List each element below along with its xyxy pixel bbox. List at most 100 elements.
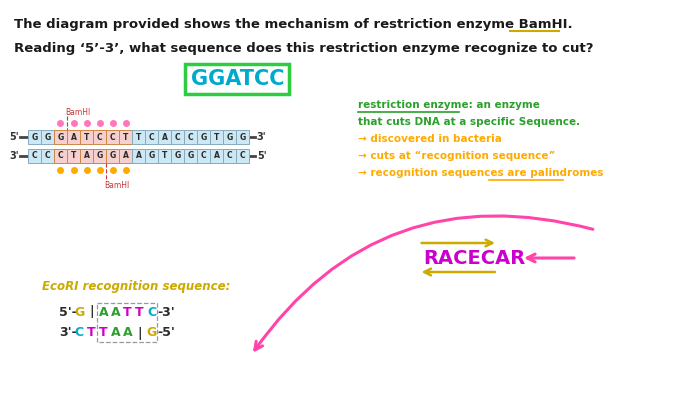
Text: Reading ‘5’-3’, what sequence does this restriction enzyme recognize to cut?: Reading ‘5’-3’, what sequence does this … [14, 42, 594, 55]
Text: A: A [71, 132, 76, 141]
FancyBboxPatch shape [184, 149, 197, 163]
Text: C: C [74, 327, 84, 340]
Text: C: C [175, 132, 181, 141]
FancyArrowPatch shape [527, 254, 574, 262]
Text: A: A [111, 305, 120, 318]
Text: A: A [214, 151, 220, 160]
Text: C: C [240, 151, 246, 160]
FancyBboxPatch shape [132, 149, 145, 163]
FancyBboxPatch shape [80, 149, 93, 163]
Text: A: A [83, 151, 90, 160]
Text: T: T [87, 327, 95, 340]
Text: EcoRI recognition sequence:: EcoRI recognition sequence: [42, 280, 230, 293]
Text: |: | [89, 305, 94, 318]
FancyBboxPatch shape [184, 130, 197, 144]
Text: T: T [135, 305, 144, 318]
FancyBboxPatch shape [106, 149, 119, 163]
Text: G: G [57, 132, 64, 141]
FancyBboxPatch shape [223, 149, 237, 163]
Text: T: T [123, 132, 128, 141]
Text: C: C [201, 151, 206, 160]
FancyBboxPatch shape [54, 130, 67, 144]
Text: G: G [188, 151, 194, 160]
FancyBboxPatch shape [223, 130, 237, 144]
Text: G: G [239, 132, 246, 141]
FancyBboxPatch shape [158, 149, 172, 163]
FancyBboxPatch shape [210, 130, 223, 144]
Text: G: G [44, 132, 50, 141]
FancyBboxPatch shape [145, 149, 158, 163]
Text: C: C [149, 132, 155, 141]
Text: G: G [227, 132, 233, 141]
FancyBboxPatch shape [186, 64, 289, 94]
Text: G: G [148, 151, 155, 160]
FancyBboxPatch shape [210, 149, 223, 163]
Text: G: G [201, 132, 207, 141]
Text: T: T [123, 305, 132, 318]
Text: A: A [122, 151, 129, 160]
Text: 3': 3' [9, 151, 19, 161]
FancyBboxPatch shape [67, 149, 80, 163]
Text: C: C [227, 151, 232, 160]
Text: G: G [32, 132, 38, 141]
Text: C: C [57, 151, 63, 160]
FancyBboxPatch shape [145, 130, 158, 144]
FancyBboxPatch shape [197, 130, 210, 144]
Text: T: T [71, 151, 76, 160]
FancyBboxPatch shape [119, 130, 132, 144]
Text: → recognition sequences are palindromes: → recognition sequences are palindromes [358, 168, 604, 178]
Text: C: C [110, 132, 116, 141]
FancyBboxPatch shape [172, 149, 184, 163]
FancyBboxPatch shape [41, 130, 54, 144]
Text: → cuts at “recognition sequence”: → cuts at “recognition sequence” [358, 151, 556, 161]
Text: 5'-: 5'- [60, 305, 77, 318]
Text: 5': 5' [257, 151, 267, 161]
Text: The diagram provided shows the mechanism of restriction enzyme BamHI.: The diagram provided shows the mechanism… [14, 18, 573, 31]
Text: T: T [162, 151, 167, 160]
Text: BamHI: BamHI [65, 108, 90, 117]
Text: RACECAR: RACECAR [424, 248, 526, 268]
FancyBboxPatch shape [237, 149, 249, 163]
Text: A: A [136, 151, 141, 160]
Text: T: T [136, 132, 141, 141]
FancyBboxPatch shape [28, 130, 41, 144]
Text: 3'-: 3'- [60, 327, 77, 340]
Text: G: G [109, 151, 116, 160]
Text: T: T [99, 327, 108, 340]
FancyBboxPatch shape [237, 130, 249, 144]
FancyBboxPatch shape [197, 149, 210, 163]
FancyBboxPatch shape [28, 149, 41, 163]
FancyBboxPatch shape [158, 130, 172, 144]
Text: BamHI: BamHI [104, 181, 130, 190]
FancyBboxPatch shape [106, 130, 119, 144]
Text: A: A [162, 132, 167, 141]
Text: that cuts DNA at a specific Sequence.: that cuts DNA at a specific Sequence. [358, 117, 580, 127]
Text: C: C [188, 132, 194, 141]
Text: → discovered in bacteria: → discovered in bacteria [358, 134, 502, 144]
Text: -3': -3' [158, 305, 175, 318]
Text: G: G [74, 305, 84, 318]
Text: |: | [137, 327, 142, 340]
Text: G: G [146, 327, 157, 340]
FancyBboxPatch shape [67, 130, 80, 144]
Text: T: T [84, 132, 89, 141]
Text: G: G [97, 151, 103, 160]
Text: 5': 5' [9, 132, 19, 142]
Text: -5': -5' [158, 327, 175, 340]
Text: GGATCC: GGATCC [190, 69, 284, 89]
FancyBboxPatch shape [41, 149, 54, 163]
Text: C: C [32, 151, 37, 160]
FancyBboxPatch shape [119, 149, 132, 163]
Text: A: A [122, 327, 132, 340]
Text: C: C [45, 151, 50, 160]
Text: restriction enzyme: an enzyme: restriction enzyme: an enzyme [358, 100, 540, 110]
FancyBboxPatch shape [132, 130, 145, 144]
FancyBboxPatch shape [80, 130, 93, 144]
FancyBboxPatch shape [172, 130, 184, 144]
FancyBboxPatch shape [93, 149, 106, 163]
FancyBboxPatch shape [54, 149, 67, 163]
Text: 3': 3' [257, 132, 267, 142]
FancyBboxPatch shape [93, 130, 106, 144]
Text: G: G [174, 151, 181, 160]
Text: A: A [111, 327, 120, 340]
